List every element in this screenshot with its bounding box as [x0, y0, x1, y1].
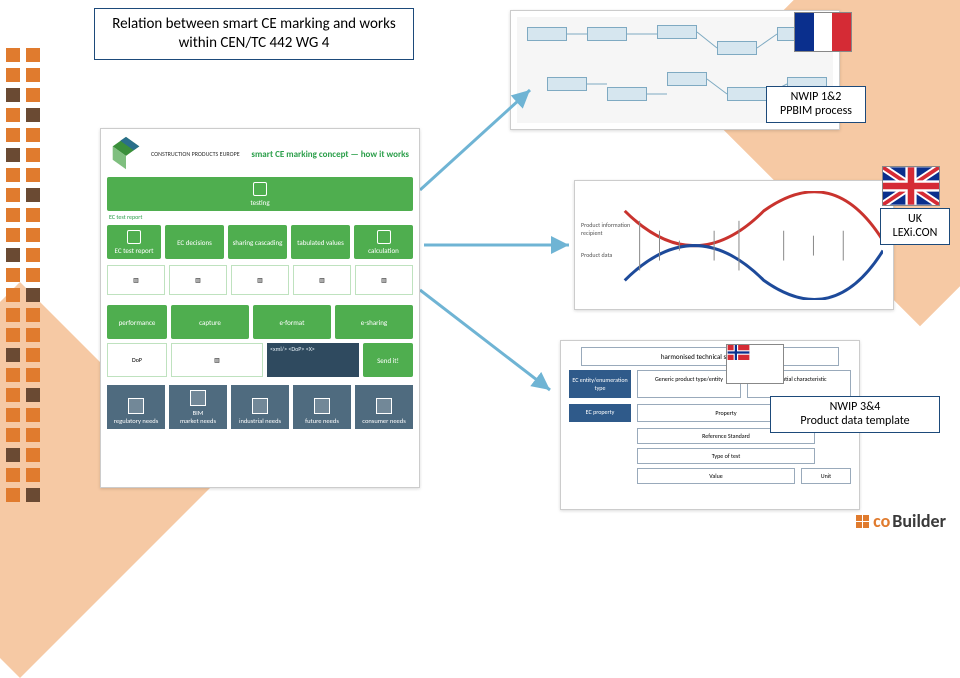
box-esharing: e-sharing [335, 305, 413, 339]
box-tabulated: tabulated values [291, 225, 350, 259]
box-performance: performance [107, 305, 167, 339]
thumb3-test: Type of test [637, 448, 815, 464]
box-future: future needs [293, 385, 351, 429]
dna-icon [585, 191, 883, 300]
wbox-1: ▥ [107, 265, 165, 295]
arrow-to-uk [424, 230, 574, 260]
thumb3-ec: EC entity/enumeration type [569, 370, 631, 398]
box-code: <xml/> <DoP> <X> [267, 343, 359, 377]
thumb3-title: harmonised technical specification [581, 347, 839, 366]
concept-title: smart CE marking concept — how it works [251, 149, 409, 160]
smart-ce-infographic: CONSTRUCTION PRODUCTS EUROPE smart CE ma… [100, 128, 420, 488]
thumb-lexicon: Product informationrecipient Product dat… [574, 180, 894, 310]
box-testing: testing [107, 177, 413, 211]
box-eformat: e-format [253, 305, 331, 339]
callout-nwip12: NWIP 1&2 PPBIM process [766, 86, 866, 123]
wbox-cap: ▥ [171, 343, 263, 377]
callout-nwip34: NWIP 3&4 Product data template [770, 396, 940, 433]
brand-squares-icon [856, 515, 869, 528]
cpe-logo-icon [107, 135, 145, 173]
box-ec-test-report: EC test report [107, 225, 161, 259]
flag-france-icon [794, 12, 852, 52]
sub-test-report: EC test report [109, 213, 413, 221]
wbox-4: ▥ [293, 265, 351, 295]
box-send: Send it! [363, 343, 413, 377]
arrow-to-nwip34 [420, 280, 560, 400]
box-ec-decisions: EC decisions [165, 225, 224, 259]
thumb3-unit: Unit [801, 468, 851, 484]
thumb3-value: Value [637, 468, 795, 484]
box-dop: DoP [107, 343, 167, 377]
box-regulatory: regulatory needs [107, 385, 165, 429]
box-sharing: sharing cascading [228, 225, 287, 259]
side-dots [6, 48, 40, 502]
flag-uk-icon [882, 166, 940, 206]
thumb3-prop: EC property [569, 404, 631, 422]
wbox-5: ▥ [355, 265, 413, 295]
callout-uk: UK LEXi.CON [880, 208, 950, 245]
wbox-2: ▥ [169, 265, 227, 295]
cpe-logo-text: CONSTRUCTION PRODUCTS EUROPE [151, 151, 240, 157]
box-calculation: calculation [354, 225, 413, 259]
box-industrial: industrial needs [231, 385, 289, 429]
box-capture: capture [171, 305, 249, 339]
wbox-3: ▥ [231, 265, 289, 295]
page-title: Relation between smart CE marking and wo… [94, 8, 414, 60]
box-consumer: consumer needs [355, 385, 413, 429]
box-market: BIMmarket needs [169, 385, 227, 429]
brand-logo: coBuilder [856, 510, 946, 532]
flag-norway-icon [726, 344, 784, 384]
